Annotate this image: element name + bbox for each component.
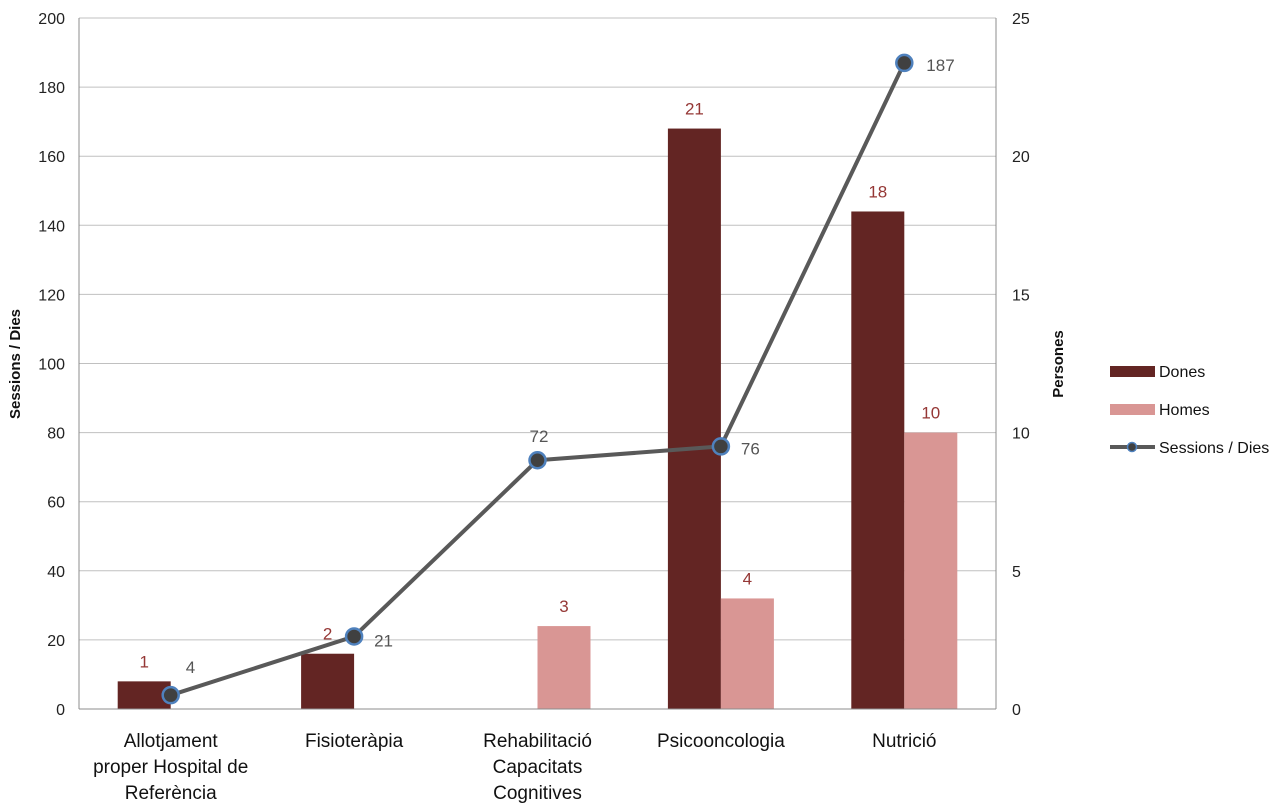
bar-homes [720, 598, 774, 709]
category-label-line: proper Hospital de [93, 757, 248, 778]
bar-dones [851, 211, 905, 710]
bar-data-label: 18 [868, 182, 887, 201]
right-tick-label: 20 [1012, 149, 1030, 166]
sessions-point [711, 437, 731, 456]
sessions-point [895, 53, 914, 73]
left-tick-label: 20 [47, 633, 65, 650]
left-tick-label: 40 [47, 564, 65, 581]
right-tick-label: 10 [1012, 426, 1030, 443]
axes [78, 18, 997, 710]
bar-data-label: 2 [323, 625, 332, 644]
left-tick-label: 100 [38, 357, 65, 374]
line-data-label: 21 [374, 631, 393, 650]
legend-swatch-homes [1110, 404, 1155, 415]
line-data-label: 76 [741, 439, 760, 458]
line-data-label: 72 [530, 427, 549, 446]
bar-data-label: 4 [743, 569, 752, 588]
sessions-point [528, 450, 547, 470]
left-tick-label: 200 [38, 11, 65, 28]
legend-label-sessions: Sessions / Dies [1159, 440, 1269, 457]
right-tick-label: 25 [1012, 11, 1030, 28]
legend-item-sessions: Sessions / Dies [1110, 440, 1269, 457]
data-labels: 1 2 21 18 3 4 10 4 21 72 76 187 [139, 56, 954, 677]
left-tick-label: 80 [47, 426, 65, 443]
tick-labels: 0 20 40 60 80 100 120 140 160 180 200 0 5 10 15 20 25 [38, 11, 1030, 719]
legend-label-homes: Homes [1159, 402, 1210, 419]
right-tick-label: 0 [1012, 702, 1021, 719]
category-label-line: Cognitives [493, 783, 582, 804]
right-tick-label: 15 [1012, 287, 1030, 304]
category-label-line: Capacitats [493, 757, 583, 778]
bar-homes [904, 432, 958, 709]
sessions-point [344, 627, 364, 646]
bar-dones [667, 128, 721, 709]
category-label-line: Psicooncologia [657, 731, 785, 752]
left-tick-label: 160 [38, 149, 65, 166]
sessions-line [170, 62, 907, 698]
category-label: Allotjament proper Hospital de Referència [93, 731, 248, 804]
bar-data-label: 10 [921, 404, 940, 423]
category-label-line: Nutrició [872, 731, 936, 752]
category-label: Rehabilitació Capacitats Cognitives [483, 731, 592, 804]
legend-item-dones: Dones [1110, 364, 1205, 381]
bar-data-label: 21 [685, 100, 704, 119]
category-label: Psicooncologia [657, 731, 785, 752]
legend-label-dones: Dones [1159, 364, 1205, 381]
bar-homes [537, 626, 591, 709]
category-label-line: Referència [125, 783, 217, 804]
legend-marker-sessions [1126, 441, 1138, 453]
legend-swatch-dones [1110, 366, 1155, 377]
bar-data-label: 1 [139, 652, 148, 671]
right-axis-title: Persones [1050, 330, 1067, 398]
left-axis-title: Sessions / Dies [7, 309, 24, 419]
left-tick-label: 60 [47, 495, 65, 512]
line-data-label: 187 [926, 56, 954, 75]
sessions-point [161, 685, 180, 705]
line-data-label: 4 [186, 658, 195, 677]
left-tick-label: 180 [38, 80, 65, 97]
gridlines [79, 17, 996, 641]
bar-dones [301, 653, 355, 709]
bar-data-label: 3 [559, 597, 568, 616]
category-label: Nutrició [872, 731, 936, 752]
legend: Dones Homes Sessions / Dies [1110, 364, 1269, 457]
right-tick-label: 5 [1012, 564, 1021, 581]
category-labels: Allotjament proper Hospital de Referència F… [93, 731, 936, 804]
left-tick-label: 140 [38, 218, 65, 235]
left-tick-label: 0 [56, 702, 65, 719]
category-label: Fisioteràpia [305, 731, 404, 752]
category-label-line: Fisioteràpia [305, 731, 404, 752]
line-series [161, 53, 914, 705]
legend-item-homes: Homes [1110, 402, 1210, 419]
category-label-line: Allotjament [124, 731, 219, 752]
left-tick-label: 120 [38, 287, 65, 304]
category-label-line: Rehabilitació [483, 731, 592, 752]
